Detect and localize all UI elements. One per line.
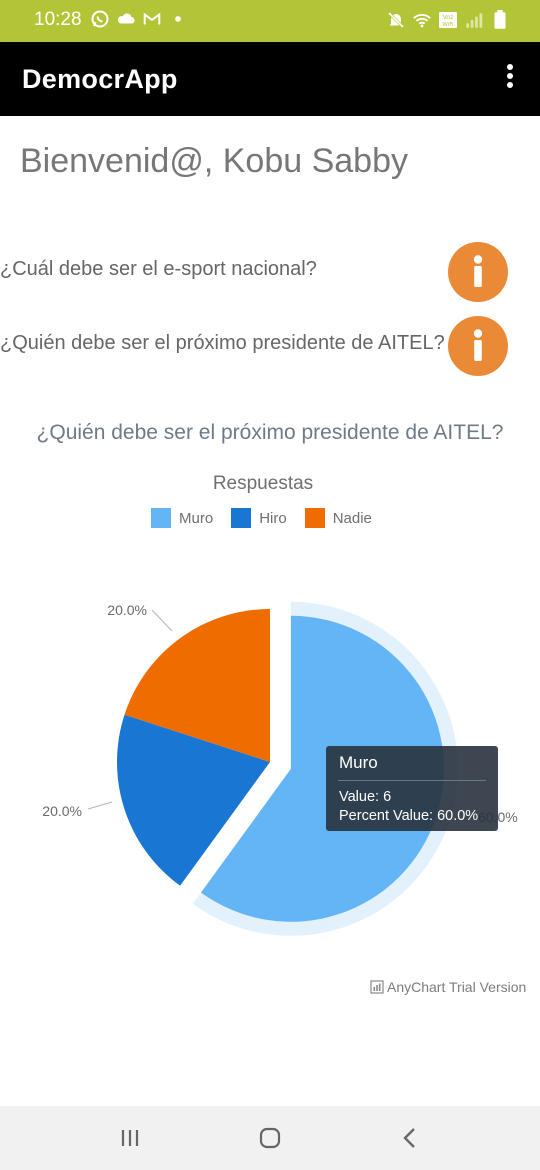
- pie-chart: 60.0%20.0%20.0%: [42, 601, 518, 936]
- more-vert-icon[interactable]: [498, 64, 522, 94]
- poll-question[interactable]: ¿Cuál debe ser el e-sport nacional?: [0, 258, 317, 280]
- chart-logo-icon: [370, 980, 384, 994]
- chart-legend: Muro Hiro Nadie: [151, 508, 372, 528]
- signal-icon: [466, 13, 483, 28]
- app-title: DemocrApp: [22, 64, 178, 94]
- chart-credits[interactable]: AnyChart Trial Version: [370, 979, 526, 995]
- pie-slice-nadie[interactable]: [124, 609, 271, 762]
- cloud-icon: [117, 13, 135, 24]
- legend-label: Nadie: [332, 509, 372, 527]
- status-notification-icons: [90, 8, 188, 30]
- navigation-bar: [0, 1106, 540, 1170]
- status-bar: 10:28 Voz WiFi: [0, 0, 540, 42]
- legend-swatch: [304, 508, 325, 528]
- status-system-icons: Voz WiFi: [386, 9, 510, 31]
- poll-question[interactable]: ¿Quién debe ser el próximo presidente de…: [0, 332, 445, 354]
- status-time: 10:28: [34, 9, 82, 30]
- legend-label: Muro: [179, 509, 214, 527]
- dot-icon: [175, 16, 181, 22]
- legend-label: Hiro: [259, 509, 287, 527]
- wifi-icon: [413, 14, 431, 28]
- legend-swatch: [231, 508, 252, 528]
- info-icon: [473, 329, 483, 361]
- home-icon[interactable]: [254, 1122, 286, 1154]
- info-button[interactable]: [448, 242, 508, 302]
- volte-label-top: Voz: [443, 14, 453, 21]
- poll-item[interactable]: ¿Cuál debe ser el e-sport nacional?: [0, 240, 540, 304]
- legend-swatch: [151, 508, 171, 528]
- chart-title: Respuestas: [212, 473, 314, 494]
- tooltip-separator: [338, 780, 486, 781]
- legend-item[interactable]: Hiro: [231, 508, 287, 528]
- poll-item[interactable]: ¿Quién debe ser el próximo presidente de…: [0, 314, 540, 378]
- whatsapp-icon: [91, 10, 109, 28]
- pie-slice-muro[interactable]: [200, 615, 444, 922]
- pie-label: 20.0%: [107, 602, 147, 618]
- chart-question: ¿Quién debe ser el próximo presidente de…: [36, 421, 504, 444]
- app-bar: DemocrApp: [0, 42, 540, 116]
- info-icon: [473, 255, 483, 287]
- pie-label-leader: [87, 801, 113, 810]
- tooltip-value: Value: 6: [339, 789, 392, 805]
- pie-label: 20.0%: [42, 803, 82, 819]
- battery-icon: [494, 10, 506, 29]
- pie-label-leader: [151, 609, 173, 632]
- pie-slice-hiro[interactable]: [117, 714, 271, 886]
- welcome-heading: Bienvenid@, Kobu Sabby: [20, 142, 408, 180]
- credits-text: AnyChart Trial Version: [387, 979, 527, 995]
- tooltip-title: Muro: [339, 753, 378, 772]
- volte-label-bottom: WiFi: [442, 22, 454, 28]
- legend-item[interactable]: Nadie: [304, 508, 372, 528]
- info-button[interactable]: [448, 316, 508, 376]
- tooltip-percent: Percent Value: 60.0%: [339, 808, 479, 824]
- mute-icon: [387, 11, 405, 29]
- chart-tooltip: Muro Value: 6 Percent Value: 60.0%: [326, 746, 498, 831]
- gmail-icon: [143, 12, 161, 25]
- legend-item[interactable]: Muro: [151, 508, 213, 528]
- back-icon[interactable]: [394, 1122, 426, 1154]
- recent-apps-icon[interactable]: [114, 1122, 146, 1154]
